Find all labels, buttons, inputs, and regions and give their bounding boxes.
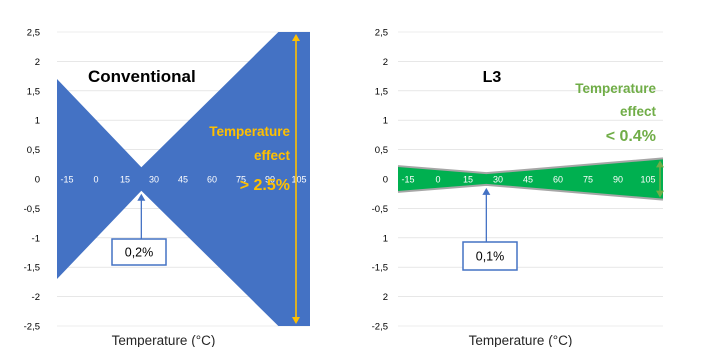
y-axis-conventional: 2,5 2 1,5 1 0,5 0 -0,5 -1 -1,5 -2 -2,5: [24, 28, 40, 333]
y-tick-label: 0: [383, 175, 388, 186]
callout-arrow-head: [482, 187, 491, 195]
x-tick-label: 75: [236, 175, 246, 185]
effect-label-line2: effect: [254, 148, 291, 163]
temperature-band: [398, 158, 663, 200]
x-axis-conventional: -15 0 15 30 45 60 75 90 105: [60, 175, 306, 185]
y-tick-label: 1,5: [375, 86, 388, 97]
y-tick-label: 1: [383, 116, 388, 127]
x-tick-label: 30: [149, 175, 159, 185]
callout-box: [462, 241, 518, 271]
callout-text: 0,2%: [125, 246, 154, 260]
x-axis-l3: -15 0 15 30 45 60 75 90 105: [401, 175, 655, 185]
effect-label-line2: effect: [620, 104, 657, 119]
y-tick-label: 2: [383, 292, 388, 303]
x-tick-label: 90: [265, 175, 275, 185]
y-axis-l3: 2,5 2 1,5 1 0,5 0 -0,5 1 -1,5 2 -2,5: [372, 28, 388, 333]
chart-title: L3: [483, 69, 502, 86]
effect-label-line1: Temperature: [575, 81, 656, 96]
x-tick-label: 90: [613, 175, 623, 185]
effect-value: < 0.4%: [606, 128, 656, 145]
x-tick-label: 45: [523, 175, 533, 185]
x-tick-label: 75: [583, 175, 593, 185]
callout-box: [111, 238, 167, 266]
chart-title: Conventional: [88, 67, 196, 86]
x-tick-label: 60: [207, 175, 217, 185]
x-axis-label: Temperature (°C): [112, 333, 216, 347]
y-tick-label: 1: [35, 116, 40, 127]
y-tick-label: 0,5: [375, 145, 388, 156]
annotations-l3: L3 Temperature effect < 0.4% 0,1% Temper…: [462, 69, 664, 347]
callout-text: 0,1%: [476, 250, 505, 264]
band-upper-edge: [397, 157, 664, 175]
y-tick-label: 2,5: [375, 28, 388, 39]
y-tick-label: -0,5: [372, 204, 388, 215]
x-tick-label: 105: [291, 175, 306, 185]
y-tick-label: 2: [35, 57, 40, 68]
span-arrow-head-bottom: [292, 317, 300, 324]
x-tick-label: 60: [553, 175, 563, 185]
y-tick-label: 2: [383, 57, 388, 68]
y-tick-label: 0,5: [27, 145, 40, 156]
x-tick-label: 0: [93, 175, 98, 185]
chart-conventional: 2,5 2 1,5 1 0,5 0 -0,5 -1 -1,5 -2 -2,5 -15 0 15 30 45 6…: [24, 28, 310, 347]
annotations-conventional: Conventional Temperature effect > 2.5% 0…: [88, 34, 300, 347]
span-arrow-head-top: [656, 160, 664, 168]
x-axis-label: Temperature (°C): [469, 333, 573, 347]
x-tick-label: -15: [60, 175, 73, 185]
y-tick-label: 0: [35, 175, 40, 186]
x-tick-label: 30: [493, 175, 503, 185]
y-tick-label: 1: [383, 233, 388, 244]
y-tick-label: 2,5: [27, 28, 40, 39]
grid-lines-l3: [398, 31, 663, 327]
x-tick-label: 15: [463, 175, 473, 185]
chart-l3: 2,5 2 1,5 1 0,5 0 -0,5 1 -1,5 2 -2,5 -15 0 15 30 45 60 7…: [372, 28, 664, 347]
x-tick-label: 105: [640, 175, 655, 185]
y-tick-label: -1: [32, 233, 40, 244]
span-arrow-head-top: [292, 34, 300, 41]
span-arrow-head-bottom: [656, 190, 664, 198]
x-tick-label: 45: [178, 175, 188, 185]
temperature-band: [57, 32, 310, 326]
y-tick-label: -1,5: [24, 263, 40, 274]
y-tick-label: -2,5: [372, 322, 388, 333]
y-tick-label: -0,5: [24, 204, 40, 215]
effect-label-line1: Temperature: [209, 124, 290, 139]
band-layer-l3: [397, 157, 664, 201]
band-lower-edge: [397, 183, 664, 201]
callout-arrow-head: [137, 193, 146, 201]
x-tick-label: -15: [401, 175, 414, 185]
y-tick-label: -2: [32, 292, 40, 303]
y-tick-label: -2,5: [24, 322, 40, 333]
x-tick-label: 15: [120, 175, 130, 185]
band-layer-conventional: [57, 32, 310, 326]
y-tick-label: 1,5: [27, 86, 40, 97]
y-tick-label: -1,5: [372, 263, 388, 274]
x-tick-label: 0: [435, 175, 440, 185]
effect-value: > 2.5%: [240, 177, 290, 194]
